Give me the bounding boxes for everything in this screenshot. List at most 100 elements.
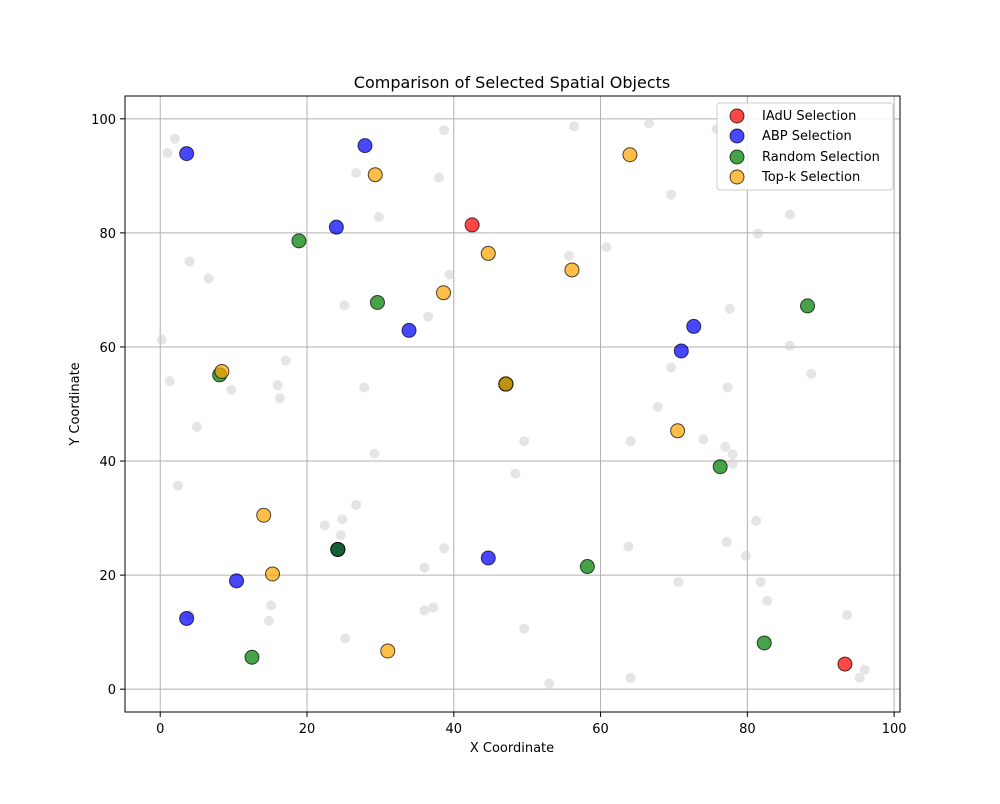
background-point — [698, 434, 709, 445]
background-point — [854, 672, 865, 683]
y-tick-label: 0 — [108, 683, 116, 698]
background-point — [444, 269, 455, 280]
background-point — [359, 382, 370, 393]
background-point — [369, 448, 380, 459]
background-point — [720, 441, 731, 452]
y-tick-label: 40 — [99, 455, 116, 470]
background-point — [169, 133, 180, 144]
random-point — [369, 294, 385, 310]
background-point — [806, 368, 817, 379]
topk-point — [498, 376, 514, 392]
topk-point — [564, 262, 580, 278]
legend: IAdU Selection ABP Selection Random Sele… — [716, 102, 894, 191]
background-point — [727, 449, 738, 460]
background-point — [564, 250, 575, 261]
background-point — [755, 576, 766, 587]
y-tick-label: 100 — [91, 113, 116, 128]
legend-label-abp: ABP Selection — [762, 129, 852, 144]
background-point — [519, 436, 530, 447]
abp-point — [328, 219, 344, 235]
background-point — [340, 633, 351, 644]
plot-frame — [124, 95, 901, 713]
abp-point — [686, 318, 702, 334]
background-point — [673, 576, 684, 587]
background-point — [439, 543, 450, 554]
background-point — [784, 340, 795, 351]
background-point — [519, 623, 530, 634]
background-point — [439, 125, 450, 136]
selection-points — [179, 138, 853, 672]
random-point — [244, 649, 260, 665]
background-point — [335, 530, 346, 541]
legend-label-topk: Top-k Selection — [761, 170, 860, 185]
legend-label-iadu: IAdU Selection — [762, 109, 856, 124]
background-point — [625, 672, 636, 683]
iadu-point — [837, 656, 853, 672]
background-point — [156, 334, 167, 345]
x-tick-label: 0 — [156, 722, 164, 737]
random-point — [291, 233, 307, 249]
background-point — [721, 537, 732, 548]
random-point — [579, 559, 595, 575]
y-axis-label: Y Coordinate — [68, 362, 83, 446]
background-point — [625, 436, 636, 447]
background-point — [752, 228, 763, 239]
background-point — [569, 121, 580, 132]
legend-marker-topk — [729, 169, 745, 185]
y-tick-label: 80 — [99, 227, 116, 242]
background-point — [351, 499, 362, 510]
background-point — [191, 421, 202, 432]
legend-label-random: Random Selection — [762, 150, 880, 165]
topk-point — [265, 566, 281, 582]
background-point — [859, 664, 870, 675]
background-point — [601, 242, 612, 253]
x-tick-label: 40 — [446, 722, 463, 737]
background-point — [423, 311, 434, 322]
topk-point — [670, 423, 686, 439]
grid — [125, 96, 900, 712]
random-point — [330, 541, 346, 557]
background-point — [172, 480, 183, 491]
abp-point — [179, 610, 195, 626]
chart-title: Comparison of Selected Spatial Objects — [354, 73, 670, 92]
background-point — [184, 256, 195, 267]
abp-point — [229, 573, 245, 589]
background-point — [164, 376, 175, 387]
legend-marker-random — [729, 149, 745, 165]
background-point — [740, 550, 751, 561]
topk-point — [436, 285, 452, 301]
legend-marker-iadu — [729, 108, 745, 124]
background-point — [419, 605, 430, 616]
random-point — [712, 459, 728, 475]
background-point — [280, 355, 291, 366]
topk-point — [367, 167, 383, 183]
background-point — [263, 615, 274, 626]
background-point — [419, 562, 430, 573]
y-tick-label: 60 — [99, 341, 116, 356]
legend-marker-abp — [729, 128, 745, 144]
topk-point — [214, 363, 230, 379]
background-point — [272, 380, 283, 391]
background-points — [156, 118, 870, 689]
x-tick-label: 100 — [882, 722, 907, 737]
background-point — [510, 468, 521, 479]
background-point — [722, 382, 733, 393]
topk-point — [622, 147, 638, 163]
background-point — [373, 211, 384, 222]
background-point — [339, 300, 350, 311]
background-point — [226, 384, 237, 395]
iadu-point — [464, 217, 480, 233]
x-tick-label: 80 — [739, 722, 756, 737]
background-point — [784, 209, 795, 220]
background-point — [337, 514, 348, 525]
topk-point — [256, 507, 272, 523]
background-point — [274, 393, 285, 404]
background-point — [751, 515, 762, 526]
abp-point — [179, 146, 195, 162]
background-point — [644, 118, 655, 129]
background-point — [842, 610, 853, 621]
background-point — [762, 595, 773, 606]
background-point — [623, 541, 634, 552]
background-point — [203, 273, 214, 284]
